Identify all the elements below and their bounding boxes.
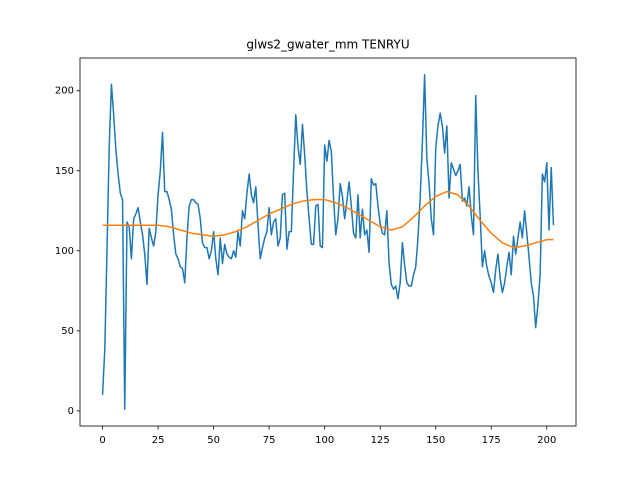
series-line [101, 73, 555, 411]
x-tick-label: 200 [537, 435, 556, 446]
axes-frame [79, 57, 577, 427]
x-tick-label: 25 [152, 435, 165, 446]
x-tick-label: 150 [426, 435, 445, 446]
y-tick-label: 100 [55, 246, 74, 257]
x-tick-label: 125 [371, 435, 390, 446]
chart-title: glws2_gwater_mm TENRYU [246, 38, 409, 52]
y-tick-label: 50 [61, 326, 74, 337]
x-tick-label: 175 [482, 435, 501, 446]
y-tick-label: 150 [55, 166, 74, 177]
x-tick-label: 0 [99, 435, 105, 446]
x-tick-label: 75 [263, 435, 276, 446]
x-tick-label: 100 [315, 435, 334, 446]
y-tick-label: 200 [55, 86, 74, 97]
series-line [102, 190, 554, 249]
x-tick-label: 50 [207, 435, 220, 446]
y-tick-label: 0 [68, 406, 74, 417]
